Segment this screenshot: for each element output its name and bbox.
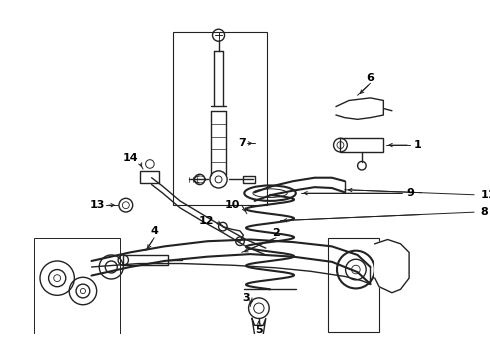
- Text: 4: 4: [150, 226, 158, 236]
- Text: 3: 3: [243, 293, 250, 303]
- Text: 8: 8: [480, 207, 488, 217]
- Bar: [243, 176, 255, 183]
- Bar: [123, 255, 168, 265]
- Text: 1: 1: [414, 140, 421, 150]
- Polygon shape: [336, 98, 383, 120]
- Text: 2: 2: [272, 228, 280, 238]
- Text: 7: 7: [238, 138, 246, 148]
- Bar: [34, 238, 120, 341]
- Polygon shape: [375, 239, 409, 293]
- Text: 6: 6: [367, 73, 374, 83]
- Text: 10: 10: [224, 200, 240, 210]
- Bar: [173, 32, 268, 205]
- Text: 11: 11: [480, 190, 490, 200]
- Text: 12: 12: [199, 216, 214, 226]
- Text: 5: 5: [255, 325, 263, 335]
- Text: 9: 9: [406, 188, 414, 198]
- Text: 13: 13: [90, 200, 105, 210]
- Text: 14: 14: [122, 153, 138, 163]
- Bar: [141, 171, 159, 183]
- Bar: [327, 238, 379, 332]
- Polygon shape: [252, 319, 266, 335]
- Bar: [341, 138, 383, 152]
